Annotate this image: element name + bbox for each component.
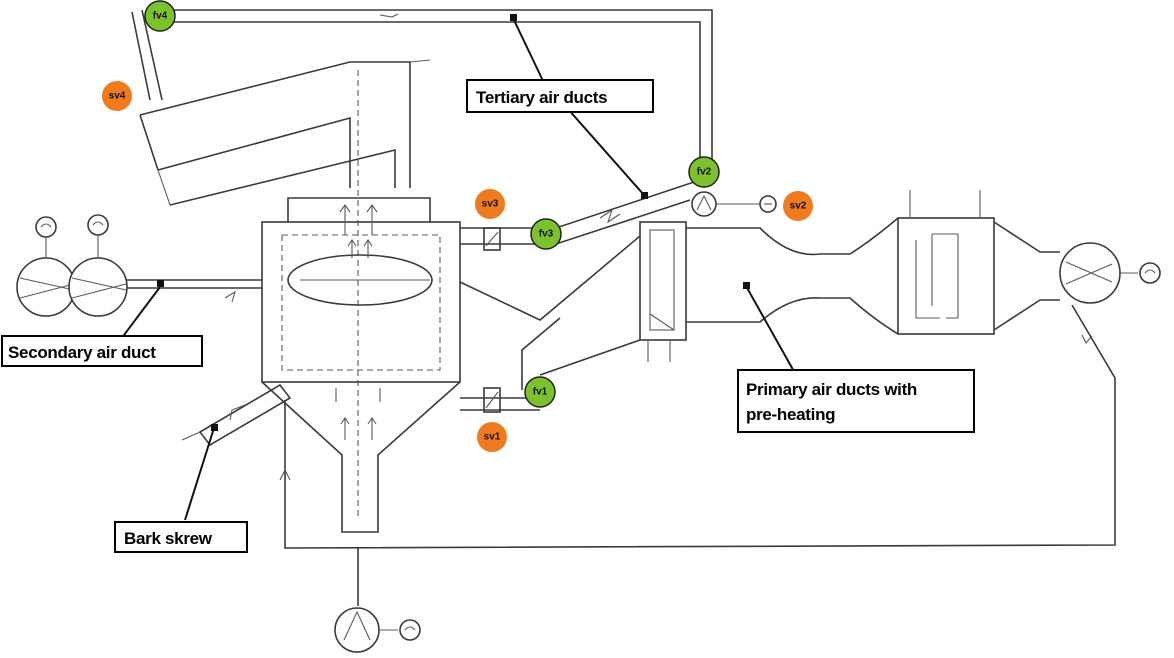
label-tertiary-air-ducts: Tertiary air ducts bbox=[466, 79, 654, 113]
tag-fv3-circle bbox=[530, 218, 562, 250]
svg-text:sv3: sv3 bbox=[482, 199, 499, 210]
bark-screw bbox=[181, 383, 292, 521]
svg-text:sv4: sv4 bbox=[109, 91, 126, 102]
secondary-duct bbox=[117, 279, 262, 344]
tag-sv3-circle bbox=[475, 189, 505, 219]
tertiary-fan bbox=[691, 191, 777, 217]
svg-text:fv1: fv1 bbox=[533, 387, 548, 398]
svg-text:Primary air ducts with: Primary air ducts with bbox=[746, 380, 917, 399]
tag-fv1: fv1 bbox=[524, 376, 556, 408]
return-air-loop bbox=[279, 304, 1116, 653]
tag-fv3: fv3 bbox=[530, 218, 562, 250]
tag-sv3: sv3 bbox=[475, 189, 505, 219]
furnace-body bbox=[261, 197, 461, 533]
tertiary-duct-top bbox=[131, 9, 713, 160]
svg-text:Tertiary air ducts: Tertiary air ducts bbox=[476, 88, 607, 107]
svg-text:fv3: fv3 bbox=[539, 229, 554, 240]
svg-text:fv4: fv4 bbox=[153, 11, 168, 22]
label-bark-skrew: Bark skrew bbox=[114, 521, 248, 553]
tag-sv1-circle bbox=[477, 422, 507, 452]
secondary-fan-left bbox=[16, 216, 76, 317]
tag-fv4-circle bbox=[144, 0, 176, 32]
tag-fv2-circle bbox=[688, 156, 720, 188]
tag-fv1-circle bbox=[524, 376, 556, 408]
label-secondary-air-duct: Secondary air duct bbox=[1, 335, 203, 367]
tag-fv4: fv4 bbox=[144, 0, 176, 32]
upper-hood bbox=[139, 59, 431, 520]
tag-sv1: sv1 bbox=[477, 422, 507, 452]
svg-text:pre-heating: pre-heating bbox=[746, 405, 835, 424]
svg-text:sv2: sv2 bbox=[790, 201, 807, 212]
svg-text:fv2: fv2 bbox=[697, 167, 712, 178]
tag-sv4-circle bbox=[102, 81, 132, 111]
tag-sv2: sv2 bbox=[783, 191, 813, 221]
svg-text:sv1: sv1 bbox=[484, 432, 501, 443]
tag-sv4: sv4 bbox=[102, 81, 132, 111]
svg-text:Bark skrew: Bark skrew bbox=[124, 529, 213, 548]
svg-text:Secondary air duct: Secondary air duct bbox=[8, 343, 156, 362]
secondary-fan-right bbox=[68, 214, 128, 317]
tag-sv2-circle bbox=[783, 191, 813, 221]
label-primary-air-ducts: Primary air ducts with pre-heating bbox=[737, 369, 975, 433]
tag-fv2: fv2 bbox=[688, 156, 720, 188]
primary-duct bbox=[459, 190, 1161, 390]
